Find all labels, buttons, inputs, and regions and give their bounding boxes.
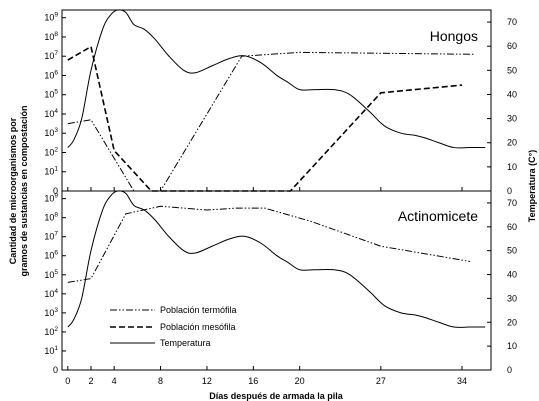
y-left-tick-label: 106 <box>44 250 58 261</box>
y-left-tick-label: 101 <box>44 345 58 356</box>
x-tick-label: 27 <box>376 376 386 386</box>
panel-title-hongos: Hongos <box>430 28 478 44</box>
x-tick-label: 8 <box>158 376 163 386</box>
y-left-tick-label: 107 <box>44 50 58 61</box>
y-left-tick-label: 101 <box>44 166 58 177</box>
y-right-tick-label: 30 <box>507 293 517 303</box>
x-tick-label: 12 <box>202 376 212 386</box>
panel-frame-0 <box>61 9 492 192</box>
y-right-tick-label: 20 <box>507 138 517 148</box>
y-left-tick-label: 102 <box>44 326 58 337</box>
y-right-tick-label: 50 <box>507 246 517 256</box>
y-axis-label-left-line1: Cantidad de microorganismos por <box>8 117 18 264</box>
y-axis-label-right: Temperatura (C°) <box>527 150 537 222</box>
y-left-tick-label: 0 <box>53 365 58 375</box>
series-mesofila-panel-0 <box>67 45 463 192</box>
x-tick-label: 4 <box>112 376 117 386</box>
legend-label-temperatura: Temperatura <box>160 338 211 348</box>
y-left-tick-label: 103 <box>44 127 58 138</box>
x-axis-label: Días después de armada la pila <box>209 391 344 401</box>
y-right-tick-label: 10 <box>507 341 517 351</box>
y-right-tick-label: 50 <box>507 65 517 75</box>
panel-title-actinomicete: Actinomicete <box>398 208 478 224</box>
y-left-tick-label: 106 <box>44 69 58 80</box>
x-tick-label: 16 <box>248 376 258 386</box>
y-right-tick-label: 70 <box>507 198 517 208</box>
plot-frame <box>61 9 492 371</box>
y-axis-label-left-line2: gramos de sustancias en compostación <box>19 105 29 276</box>
series-termofila-panel-0 <box>67 51 474 192</box>
series-temperatura-panel-0 <box>67 9 486 149</box>
series-temperatura-panel-1 <box>67 190 486 328</box>
y-left-tick-label: 109 <box>44 193 58 204</box>
y-right-tick-label: 30 <box>507 114 517 124</box>
y-left-tick-label: 105 <box>44 89 58 100</box>
y-right-tick-label: 0 <box>507 186 512 196</box>
y-right-tick-label: 60 <box>507 222 517 232</box>
y-right-tick-label: 20 <box>507 317 517 327</box>
y-right-tick-label: 60 <box>507 41 517 51</box>
legend-label-mesofila: Población mesófila <box>160 322 236 332</box>
y-right-tick-label: 10 <box>507 162 517 172</box>
legend-label-termofila: Población termófila <box>160 305 237 315</box>
y-left-tick-label: 107 <box>44 231 58 242</box>
panel-frame-1 <box>61 190 492 371</box>
y-right-tick-label: 40 <box>507 89 517 99</box>
legend: Población termófila Población mesófila T… <box>110 305 237 348</box>
y-left-tick-label: 103 <box>44 307 58 318</box>
y-left-tick-label: 102 <box>44 146 58 157</box>
y-right-tick-label: 0 <box>507 365 512 375</box>
y-left-tick-label: 104 <box>44 288 58 299</box>
y-left-tick-label: 108 <box>44 31 58 42</box>
y-left-tick-label: 105 <box>44 269 58 280</box>
y-left-tick-label: 0 <box>53 186 58 196</box>
y-right-tick-label: 70 <box>507 17 517 27</box>
x-tick-label: 34 <box>457 376 467 386</box>
y-left-tick-label: 108 <box>44 212 58 223</box>
tick-labels: 0101102103104105106107108109010203040506… <box>44 12 517 386</box>
x-tick-label: 20 <box>295 376 305 386</box>
x-tick-label: 2 <box>88 376 93 386</box>
y-left-tick-label: 109 <box>44 12 58 23</box>
x-tick-label: 0 <box>65 376 70 386</box>
y-right-tick-label: 40 <box>507 270 517 280</box>
y-left-tick-label: 104 <box>44 108 58 119</box>
series-termofila-panel-1 <box>67 205 471 283</box>
data-series <box>67 9 486 328</box>
